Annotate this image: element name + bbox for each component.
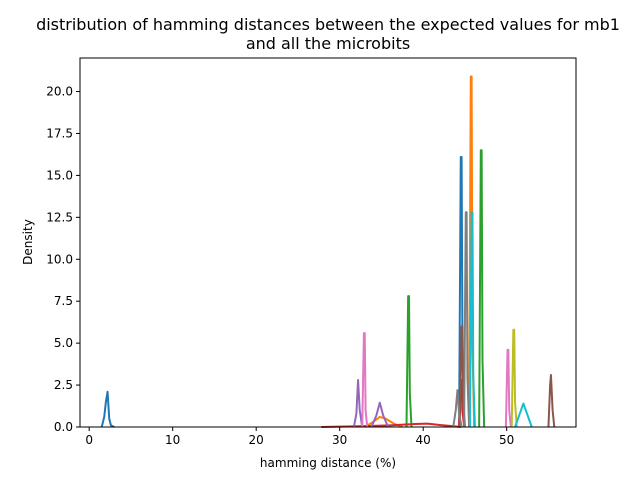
density-curve-11 (547, 374, 556, 428)
x-tick-label-50: 50 (499, 433, 514, 447)
y-tick-label-12.5: 12.5 (46, 210, 73, 224)
density-curve-0 (100, 390, 115, 428)
x-tick-label-40: 40 (416, 433, 431, 447)
density-curve-14 (452, 389, 463, 428)
x-tick-label-20: 20 (249, 433, 264, 447)
x-tick-label-0: 0 (85, 433, 93, 447)
density-curve-13 (504, 348, 512, 428)
y-axis-ticks: 0.0 2.5 5.0 7.5 10.0 12.5 15.0 17.5 20.0 (46, 85, 80, 434)
y-tick-label-2.5: 2.5 (54, 378, 73, 392)
density-curve-9 (370, 401, 390, 428)
density-curve-6 (321, 422, 461, 428)
axes-frame (79, 57, 577, 428)
chart-title-line-1: distribution of hamming distances betwee… (36, 15, 620, 34)
chart-title-line-2: and all the microbits (246, 34, 410, 53)
density-curve-5 (478, 149, 486, 428)
y-tick-label-10: 10.0 (46, 252, 73, 266)
density-curve-4 (405, 295, 413, 428)
density-curve-12 (361, 332, 369, 428)
y-tick-label-15: 15.0 (46, 168, 73, 182)
y-tick-label-0: 0.0 (54, 420, 73, 434)
density-curve-16 (510, 328, 518, 428)
density-curve-18 (514, 402, 533, 428)
series-layer (100, 75, 556, 428)
y-tick-label-7.5: 7.5 (54, 294, 73, 308)
y-axis-label: Density (21, 219, 35, 265)
x-axis-label: hamming distance (%) (260, 456, 396, 470)
density-curve-15 (463, 211, 471, 428)
x-tick-label-30: 30 (332, 433, 347, 447)
y-tick-label-5: 5.0 (54, 336, 73, 350)
y-tick-label-17.5: 17.5 (46, 126, 73, 140)
x-tick-label-10: 10 (165, 433, 180, 447)
density-curve-17 (468, 211, 476, 428)
x-axis-ticks: 0 10 20 30 40 50 (85, 427, 514, 447)
density-curve-8 (352, 379, 364, 428)
y-tick-label-20: 20.0 (46, 85, 73, 99)
